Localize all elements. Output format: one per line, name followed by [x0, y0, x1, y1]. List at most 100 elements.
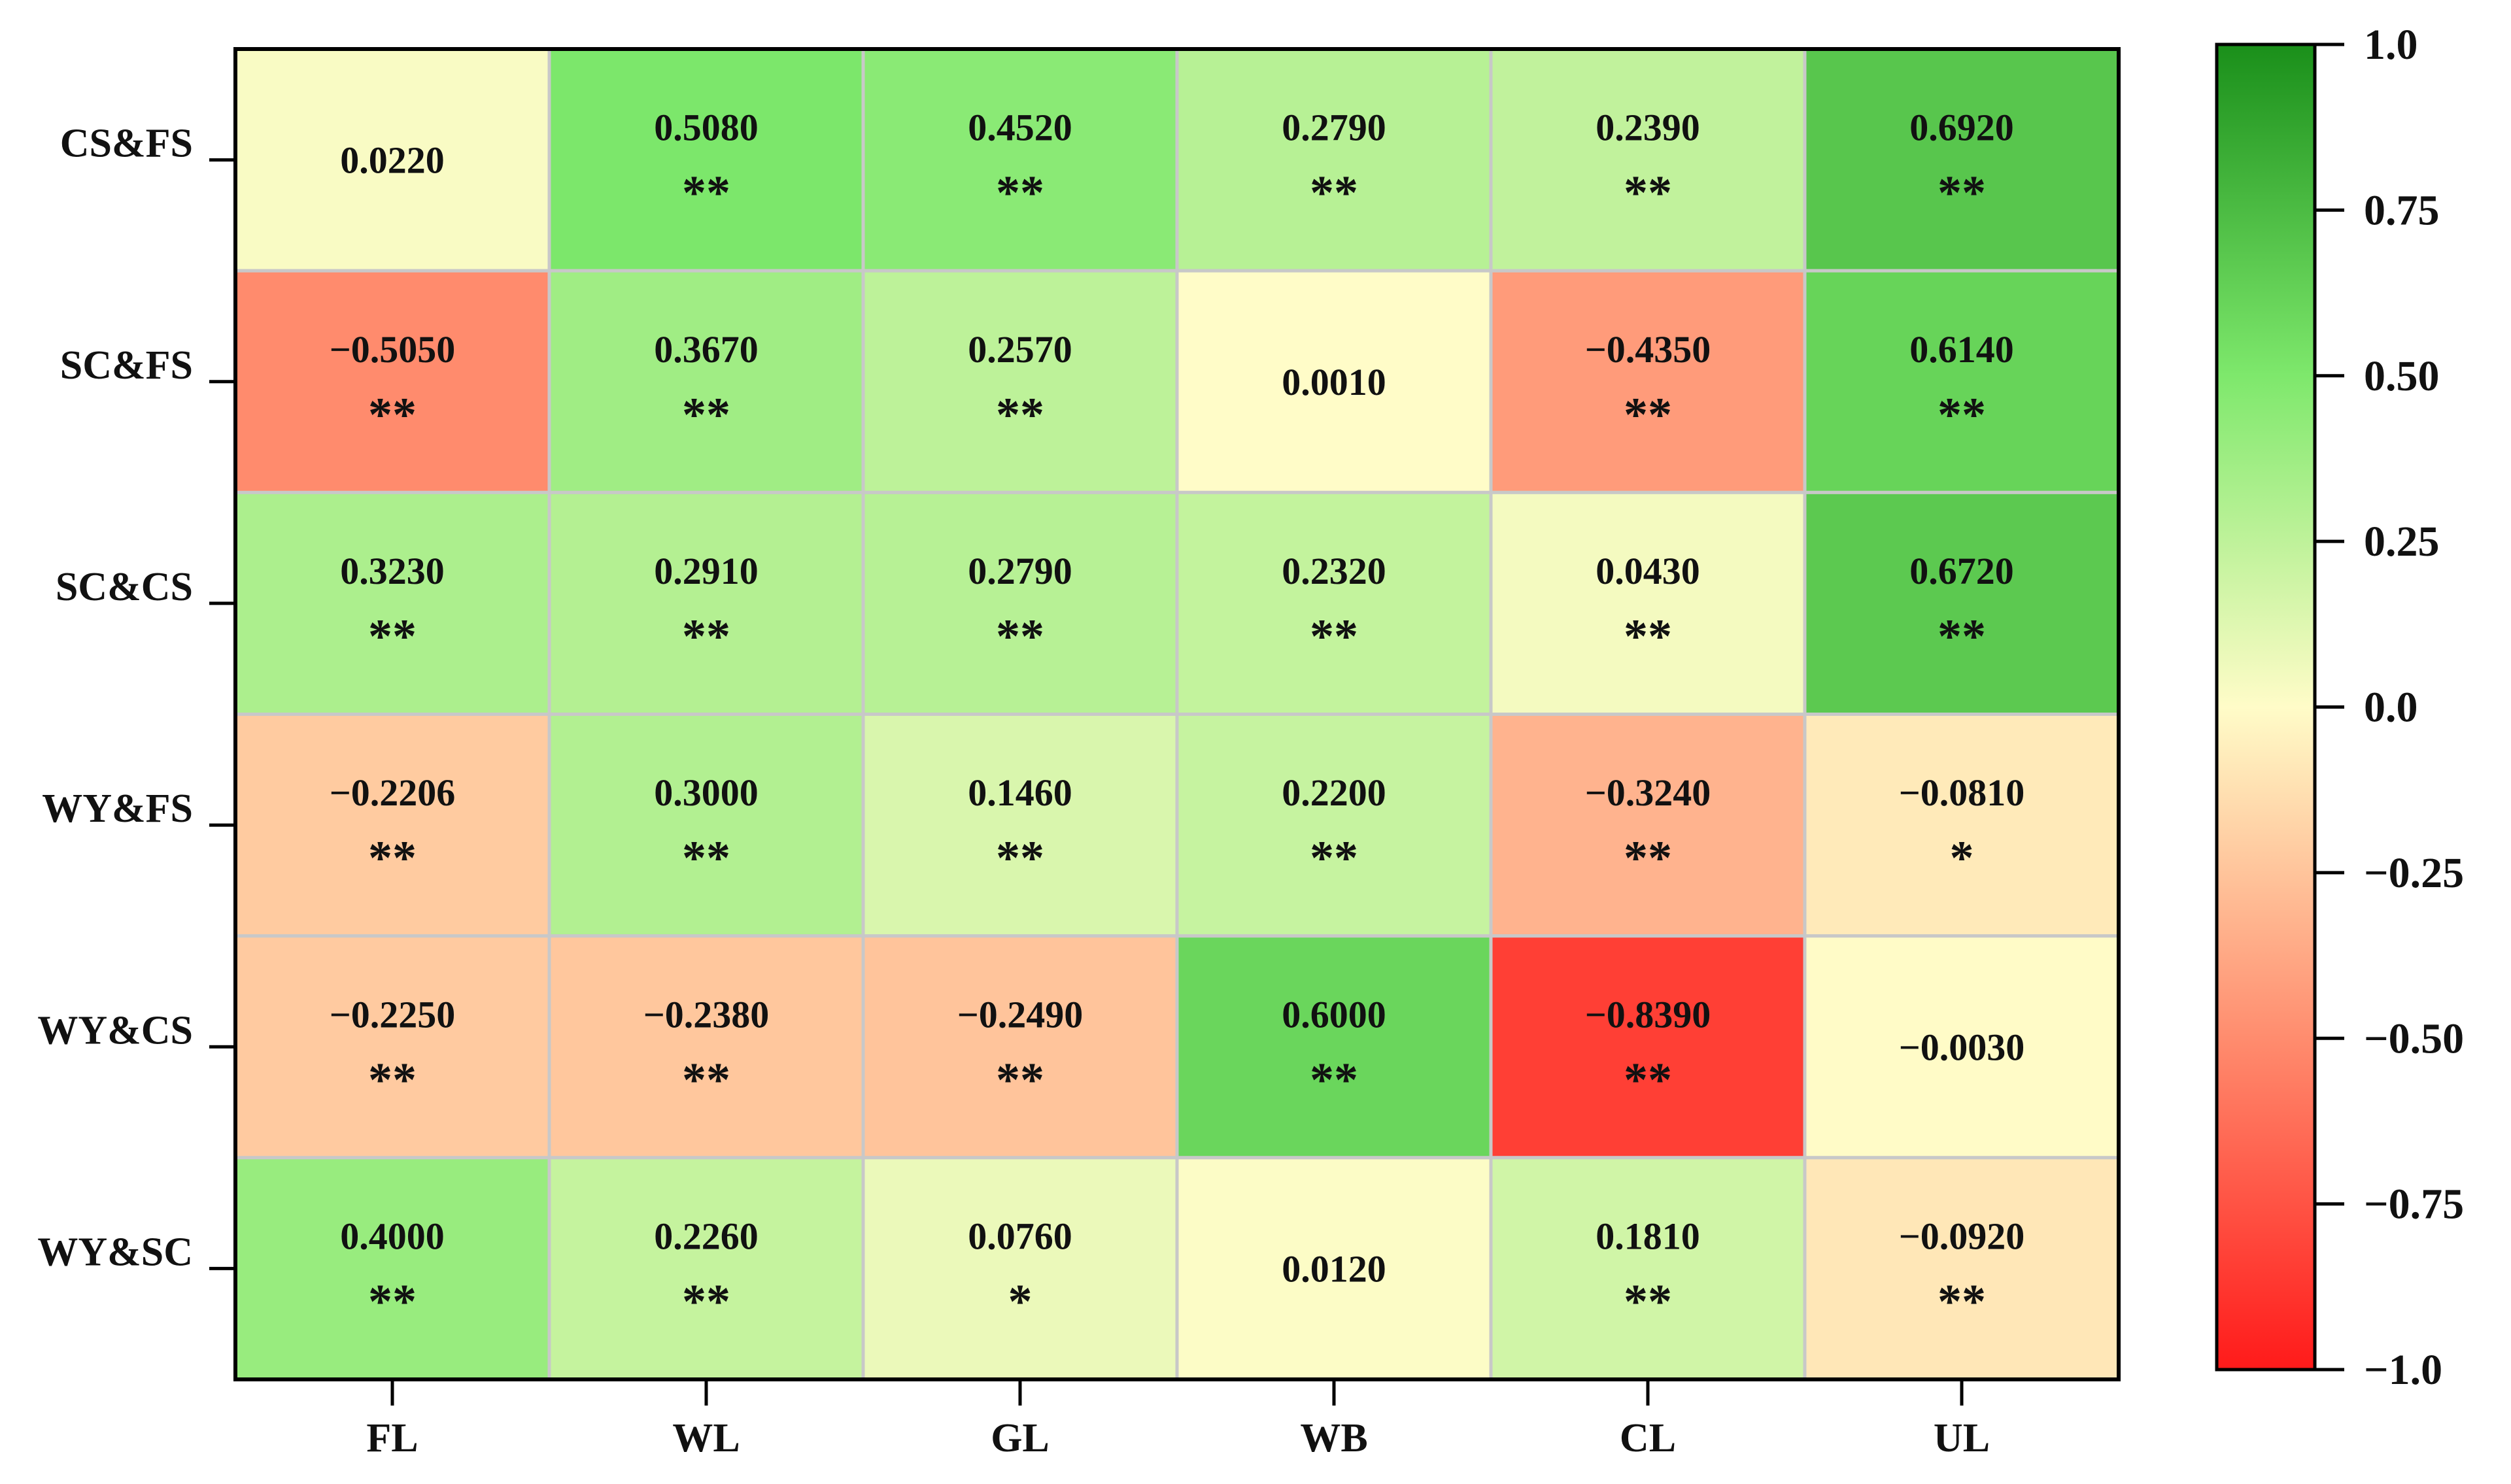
heatmap-cell	[233, 1156, 551, 1381]
heatmap-cell	[1803, 713, 2121, 938]
colorbar: 1.0 0.75 0.50 0.25 0.0 −0.25 −0.50 −0.75 −1.0	[2215, 21, 2464, 1394]
significance-marker: **	[682, 388, 730, 442]
heatmap-cell	[1175, 269, 1493, 494]
cell-value-label: 0.2910	[654, 550, 759, 592]
heatmap-cell	[233, 490, 551, 716]
significance-marker: **	[1624, 1053, 1672, 1107]
heatmap-cell	[547, 713, 865, 938]
heatmap-cell	[1803, 269, 2121, 494]
significance-marker: **	[996, 610, 1044, 664]
cell-value-label: 0.0220	[340, 139, 445, 182]
heatmap-cell	[1175, 1156, 1493, 1381]
heatmap-cell	[233, 47, 551, 273]
significance-marker: **	[682, 610, 730, 664]
significance-marker: **	[1310, 832, 1358, 885]
row-label: SC&FS	[60, 343, 193, 388]
significance-marker: **	[682, 1275, 730, 1328]
colorbar-tick-label: 0.25	[2364, 518, 2440, 565]
significance-marker: **	[1938, 610, 1986, 664]
cell-value-label: 0.2200	[1282, 771, 1386, 814]
cell-value-label: 0.2390	[1596, 107, 1700, 149]
cell-value-label: 0.2570	[968, 328, 1072, 371]
cell-value-label: −0.2206	[330, 771, 456, 814]
significance-marker: **	[1624, 1275, 1672, 1328]
cell-value-label: 0.6000	[1282, 993, 1386, 1036]
column-axis: FL WL GL WB CL UL	[366, 1379, 1990, 1460]
heatmap-cell	[1489, 47, 1807, 273]
heatmap-cell	[1489, 490, 1807, 716]
significance-marker: **	[368, 388, 417, 442]
heatmap-cell	[861, 269, 1179, 494]
significance-marker: **	[1624, 167, 1672, 220]
row-label: SC&CS	[56, 565, 193, 609]
column-label: WL	[672, 1416, 740, 1460]
cell-value-label: −0.0920	[1899, 1215, 2025, 1257]
cell-value-label: −0.0030	[1899, 1026, 2025, 1068]
cell-value-label: −0.2380	[643, 993, 770, 1036]
cell-value-label: −0.4350	[1585, 328, 1711, 371]
cell-value-label: −0.0810	[1899, 771, 2025, 814]
cell-value-label: −0.8390	[1585, 993, 1711, 1036]
significance-marker: **	[996, 167, 1044, 220]
cell-value-label: 0.2320	[1282, 550, 1386, 592]
colorbar-tick-label: −0.75	[2364, 1181, 2464, 1228]
heatmap-cell	[1175, 490, 1493, 716]
cell-value-label: 0.0760	[968, 1215, 1072, 1257]
significance-marker: **	[1938, 388, 1986, 442]
heatmap-cell	[861, 1156, 1179, 1381]
heatmap-cell	[1489, 269, 1807, 494]
colorbar-ticks: 1.0 0.75 0.50 0.25 0.0 −0.25 −0.50 −0.75 −1.0	[2315, 21, 2464, 1394]
cell-value-label: 0.0010	[1282, 361, 1386, 403]
row-label: WY&SC	[37, 1230, 193, 1274]
heatmap-cell	[1175, 934, 1493, 1160]
plot-frame	[233, 47, 2121, 1381]
heatmap-cell	[1175, 713, 1493, 938]
significance-marker: **	[1310, 610, 1358, 664]
column-label: CL	[1620, 1416, 1676, 1460]
heatmap-cell	[1803, 934, 2121, 1160]
cell-value-label: −0.3240	[1585, 771, 1711, 814]
significance-marker: **	[996, 1053, 1044, 1107]
cell-value-label: 0.0120	[1282, 1247, 1386, 1290]
heatmap-cell	[1803, 47, 2121, 273]
column-label: FL	[366, 1416, 418, 1460]
colorbar-tick-label: −0.25	[2364, 849, 2464, 897]
cell-value-label: 0.6720	[1909, 550, 2014, 592]
significance-marker: **	[368, 1053, 417, 1107]
significance-marker: **	[368, 1275, 417, 1328]
colorbar-tick-label: 1.0	[2364, 21, 2418, 69]
significance-marker: **	[1624, 388, 1672, 442]
heatmap-cell	[1803, 490, 2121, 716]
heatmap-cell	[1175, 47, 1493, 273]
heatmap-cell	[1489, 934, 1807, 1160]
cell-value-label: 0.2260	[654, 1215, 759, 1257]
heatmap-cell	[547, 47, 865, 273]
heatmap-cell	[547, 1156, 865, 1381]
heatmap-cell	[861, 713, 1179, 938]
heatmap-cell	[861, 490, 1179, 716]
significance-marker: **	[1624, 832, 1672, 885]
significance-marker: **	[368, 610, 417, 664]
column-label: WB	[1300, 1416, 1367, 1460]
significance-marker: *	[1008, 1275, 1033, 1328]
column-label: GL	[991, 1416, 1050, 1460]
heatmap-cell	[1803, 1156, 2121, 1381]
heatmap-cell	[1489, 1156, 1807, 1381]
cell-value-label: 0.1810	[1596, 1215, 1700, 1257]
heatmap-cell	[1489, 713, 1807, 938]
cell-value-label: 0.0430	[1596, 550, 1700, 592]
cell-value-label: 0.6140	[1909, 328, 2014, 371]
significance-marker: **	[1938, 1275, 1986, 1328]
cell-value-label: 0.5080	[654, 107, 759, 149]
heatmap-cell	[233, 713, 551, 938]
colorbar-tick-label: 0.75	[2364, 186, 2440, 234]
significance-marker: **	[1310, 1053, 1358, 1107]
significance-marker: **	[1310, 167, 1358, 220]
significance-marker: *	[1950, 832, 1974, 885]
heatmap-cell	[861, 934, 1179, 1160]
significance-marker: **	[996, 388, 1044, 442]
cell-value-label: 0.4000	[340, 1215, 445, 1257]
colorbar-tick-label: 0.0	[2364, 684, 2418, 732]
cell-value-label: 0.3000	[654, 771, 759, 814]
